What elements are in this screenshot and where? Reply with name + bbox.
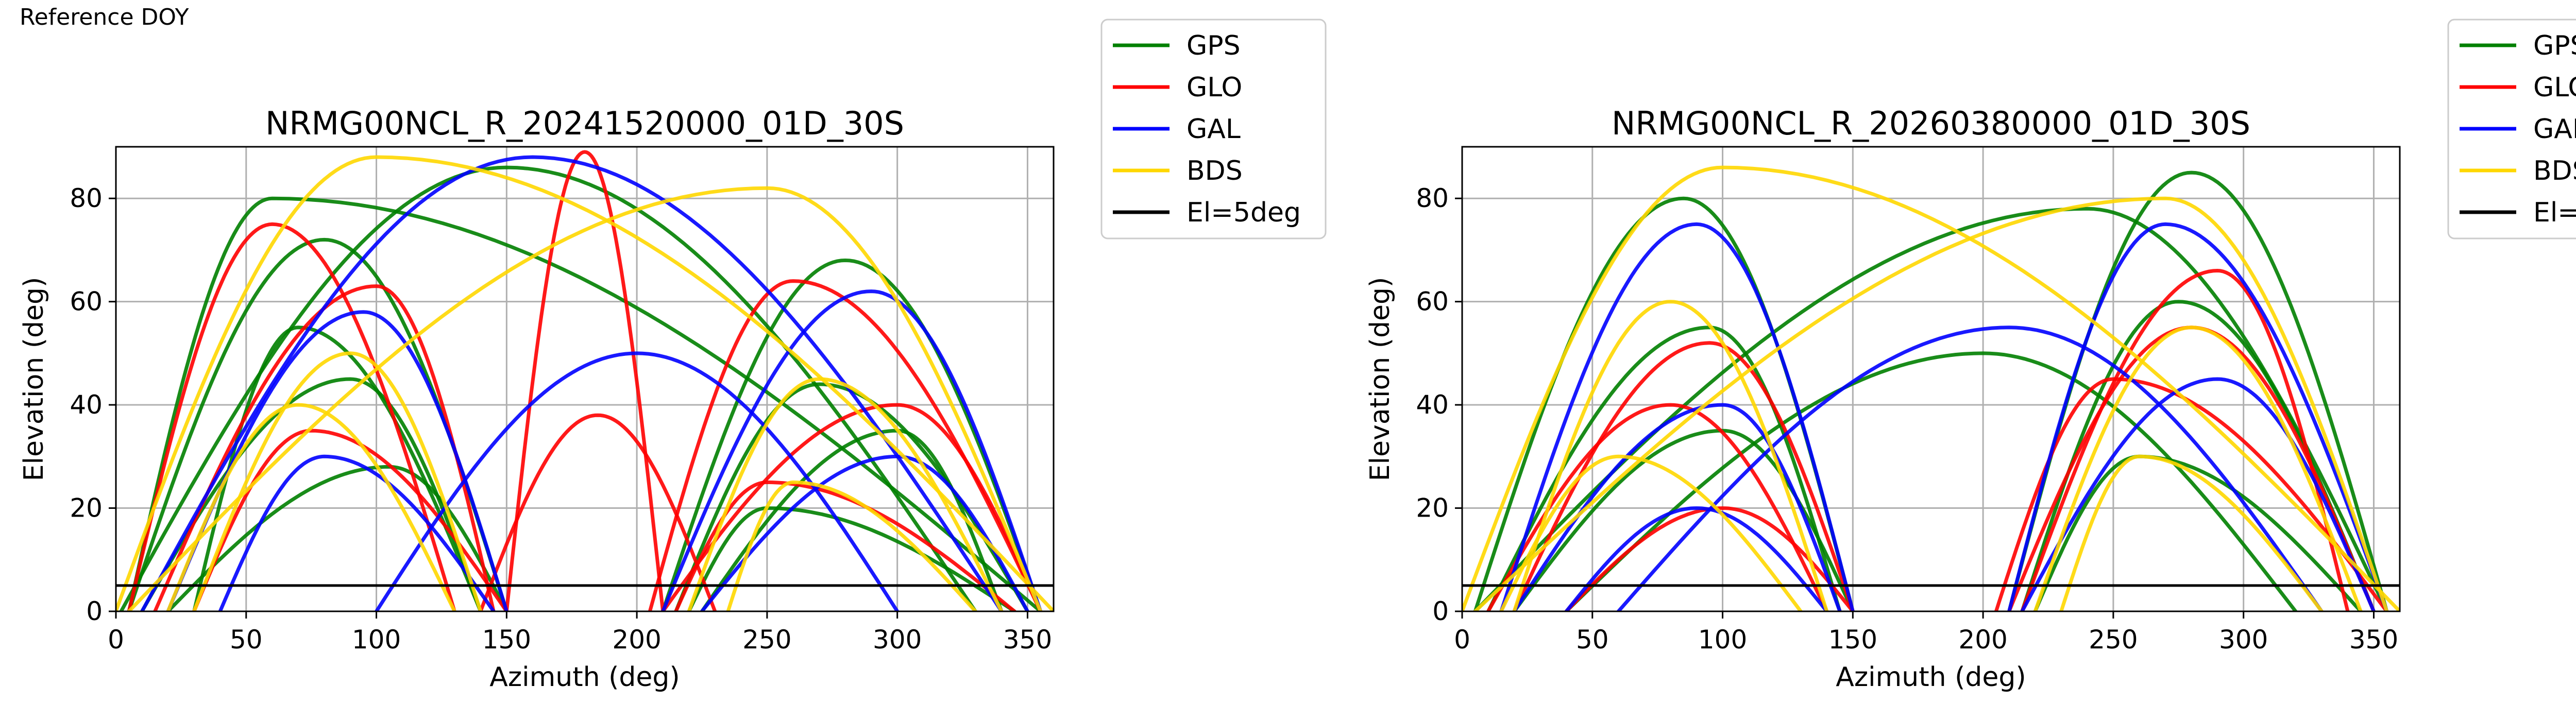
legend-label: BDS xyxy=(2533,156,2576,186)
arc-gps-2 xyxy=(119,165,977,611)
chart-panel-2: NRMG00NCL_R_20260380000_01D_30S 0 50 100 150… xyxy=(1365,19,2576,693)
legend-label: BDS xyxy=(1187,156,1243,186)
arc-gal-4 xyxy=(218,454,496,611)
y-tick-label: 80 xyxy=(1416,183,1449,213)
arc-glo-8 xyxy=(674,480,1016,611)
arc-bds-5 xyxy=(726,480,977,611)
x-tick-label: 150 xyxy=(482,625,531,655)
legend-label: El=5deg xyxy=(2533,197,2576,228)
x-tick-label: 350 xyxy=(1003,625,1052,655)
data-layer xyxy=(1462,165,2400,611)
arc-gps-8 xyxy=(1473,207,2389,611)
legend-label: GAL xyxy=(2533,114,2576,145)
arc-glo-6 xyxy=(2020,268,2350,611)
y-tick-label: 60 xyxy=(1416,287,1449,317)
plot-frame xyxy=(115,146,1055,612)
arc-gps-10 xyxy=(127,196,1043,611)
arc-glo-6 xyxy=(661,403,1043,611)
legend-label: El=5deg xyxy=(1187,197,1301,228)
arc-glo-1 xyxy=(1512,341,1855,611)
legend-label: GLO xyxy=(1187,72,1242,103)
arc-glo-7 xyxy=(127,222,456,611)
arc-gal-6 xyxy=(1616,325,2324,611)
y-axis-label: Elevation (deg) xyxy=(19,277,49,482)
arc-bds-3 xyxy=(192,351,483,611)
arc-gps-7 xyxy=(1564,351,2298,611)
x-tick-label: 0 xyxy=(1454,625,1470,655)
x-axis-label: Azimuth (deg) xyxy=(489,662,680,693)
x-tick-label: 50 xyxy=(230,625,263,655)
arc-bds-6 xyxy=(1499,454,1803,611)
arc-bds-1 xyxy=(1462,165,2400,611)
x-tick-label: 350 xyxy=(2349,625,2398,655)
arc-bds-3 xyxy=(1512,300,1829,611)
data-layer xyxy=(116,150,1054,611)
x-tick-label: 300 xyxy=(2219,625,2268,655)
legend-label: GPS xyxy=(1187,30,1241,61)
arc-gal-4 xyxy=(2020,377,2376,611)
y-tick-label: 60 xyxy=(70,287,103,317)
arc-gal-5 xyxy=(700,454,1029,611)
series-gal xyxy=(1499,222,2389,611)
arc-gal-3 xyxy=(661,289,1043,611)
y-tick-label: 40 xyxy=(70,390,103,420)
legend: GPS GLO GAL BDS El=5deg xyxy=(1100,19,1327,239)
x-tick-label: 100 xyxy=(1698,625,1747,655)
chart-panel-1: NRMG00NCL_R_20241520000_01D_30S 0 50 100 150… xyxy=(19,19,1327,693)
x-tick-label: 200 xyxy=(1958,625,2007,655)
x-tick-label: 250 xyxy=(2089,625,2138,655)
x-tick-label: 100 xyxy=(352,625,401,655)
x-axis-label: Azimuth (deg) xyxy=(1836,662,2026,693)
arc-bds-2 xyxy=(1473,196,2389,611)
arc-bds-6 xyxy=(166,403,456,611)
x-tick-label: 150 xyxy=(1828,625,1877,655)
x-tick-label: 0 xyxy=(108,625,124,655)
chart-title: NRMG00NCL_R_20241520000_01D_30S xyxy=(265,105,904,142)
arc-bds-4 xyxy=(687,377,1004,611)
series-glo xyxy=(1486,268,2389,611)
arc-bds-1 xyxy=(116,155,1054,611)
arc-glo-3 xyxy=(504,150,665,611)
arc-bds-4 xyxy=(2033,325,2363,611)
series-bds xyxy=(116,155,1054,611)
series-bds xyxy=(1462,165,2400,611)
arc-glo-5 xyxy=(192,428,509,611)
y-tick-label: 40 xyxy=(1416,390,1449,420)
arc-gps-5 xyxy=(661,258,1043,611)
arc-glo-4 xyxy=(1994,377,2389,611)
figure-label: Reference DOY xyxy=(20,4,189,30)
arc-bds-2 xyxy=(127,186,1043,611)
arc-gal-5 xyxy=(1564,506,1829,611)
x-tick-label: 50 xyxy=(1576,625,1609,655)
arc-gal-2 xyxy=(166,310,509,611)
chart-title: NRMG00NCL_R_20260380000_01D_30S xyxy=(1612,105,2250,142)
x-tick-label: 300 xyxy=(873,625,922,655)
y-axis-label: Elevation (deg) xyxy=(1365,277,1396,482)
legend-label: GPS xyxy=(2533,30,2576,61)
y-tick-label: 20 xyxy=(1416,493,1449,523)
legend-label: GLO xyxy=(2533,72,2576,103)
series-glo xyxy=(127,150,1043,611)
x-tick-label: 200 xyxy=(612,625,661,655)
x-tick-label: 250 xyxy=(742,625,791,655)
y-tick-label: 20 xyxy=(70,493,103,523)
y-tick-label: 0 xyxy=(1432,596,1449,626)
legend-label: GAL xyxy=(1187,114,1241,145)
y-tick-label: 0 xyxy=(86,596,103,626)
plot-frame xyxy=(1461,146,2401,612)
arc-gal-3 xyxy=(2007,222,2389,611)
legend-box xyxy=(1100,19,1327,239)
arc-gal-1 xyxy=(1499,222,1855,611)
legend: GPS GLO GAL BDS El=5deg xyxy=(2447,19,2576,239)
y-tick-label: 80 xyxy=(70,183,103,213)
arc-bds-5 xyxy=(2059,454,2324,611)
